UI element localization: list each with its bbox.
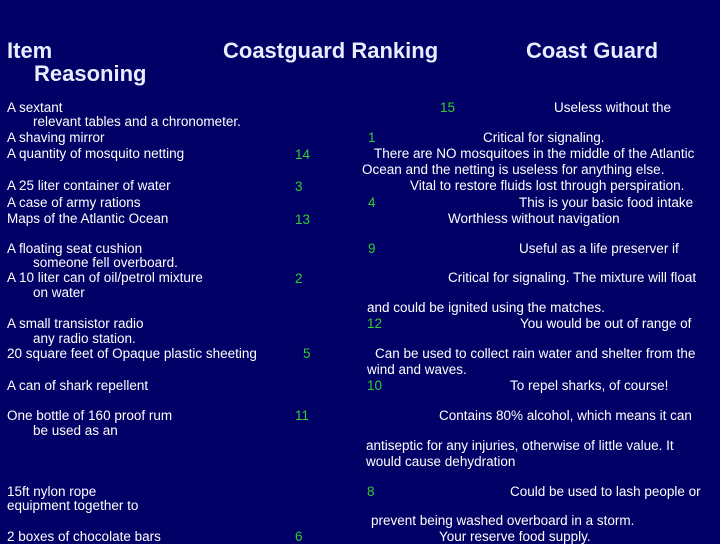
- reason-text: and could be ignited using the matches.: [367, 300, 605, 315]
- item-radio: A small transistor radio: [7, 316, 144, 331]
- rank-value: 11: [295, 408, 310, 423]
- reason-text: You would be out of range of: [520, 316, 692, 331]
- item-chocolate-bars: 2 boxes of chocolate bars: [7, 529, 161, 544]
- item-sextant: A sextant: [7, 100, 63, 115]
- reason-text: Useful as a life preserver if: [519, 241, 679, 256]
- item-text: relevant tables and a chronometer.: [33, 114, 241, 129]
- reason-text: Critical for signaling. The mixture will…: [448, 270, 697, 285]
- rank-value: 10: [367, 378, 383, 393]
- item-rum: One bottle of 160 proof rum: [7, 408, 173, 423]
- rank-value: 9: [368, 241, 376, 256]
- item-text: be used as an: [33, 423, 118, 438]
- rank-value: 12: [367, 316, 383, 331]
- rank-value: 2: [295, 271, 303, 286]
- item-oil-petrol: A 10 liter can of oil/petrol mixture: [7, 270, 203, 285]
- rank-value: 14: [295, 147, 311, 162]
- item-text: on water: [33, 285, 85, 300]
- header-item: Item: [7, 38, 53, 63]
- item-shaving-mirror: A shaving mirror: [7, 130, 105, 145]
- reason-text: There are NO mosquitoes in the middle of…: [374, 146, 695, 161]
- item-plastic-sheeting: 20 square feet of Opaque plastic sheetin…: [7, 346, 257, 361]
- rank-value: 4: [368, 195, 376, 210]
- rank-value: 13: [295, 212, 311, 227]
- header-reasoning: Reasoning: [34, 61, 147, 86]
- item-seat-cushion: A floating seat cushion: [7, 241, 143, 256]
- rank-value: 1: [368, 130, 376, 145]
- rank-value: 5: [303, 346, 311, 361]
- reason-text: Contains 80% alcohol, which means it can: [439, 408, 692, 423]
- reason-text: antiseptic for any injuries, otherwise o…: [366, 438, 674, 453]
- reason-text: Useless without the: [554, 100, 672, 115]
- reason-text: This is your basic food intake: [519, 195, 694, 210]
- item-text: equipment together to: [7, 498, 139, 513]
- item-water-container: A 25 liter container of water: [7, 178, 171, 193]
- reason-text: Vital to restore fluids lost through per…: [410, 178, 685, 193]
- reason-text: would cause dehydration: [366, 454, 516, 469]
- rank-value: 15: [440, 100, 456, 115]
- header-coastguard-ranking: Coastguard Ranking: [223, 38, 439, 63]
- header-coast-guard: Coast Guard: [526, 38, 659, 63]
- item-army-rations: A case of army rations: [7, 195, 141, 210]
- reason-text: To repel sharks, of course!: [510, 378, 669, 393]
- rank-value: 8: [367, 484, 375, 499]
- reason-text: Worthless without navigation: [448, 211, 620, 226]
- item-mosquito-netting: A quantity of mosquito netting: [7, 146, 185, 161]
- item-nylon-rope: 15ft nylon rope: [7, 484, 97, 499]
- reason-text: Can be used to collect rain water and sh…: [375, 346, 696, 361]
- reason-text: Ocean and the netting is useless for any…: [362, 162, 665, 177]
- reason-text: Your reserve food supply.: [439, 529, 591, 544]
- item-maps: Maps of the Atlantic Ocean: [7, 211, 169, 226]
- item-text: any radio station.: [33, 331, 136, 346]
- item-text: someone fell overboard.: [33, 255, 178, 270]
- reason-text: wind and waves.: [367, 362, 467, 377]
- rank-value: 3: [295, 179, 303, 194]
- item-shark-repellent: A can of shark repellent: [7, 378, 149, 393]
- reason-text: Could be used to lash people or: [510, 484, 701, 499]
- reason-text: Critical for signaling.: [483, 130, 605, 145]
- reason-text: prevent being washed overboard in a stor…: [371, 513, 635, 528]
- rank-value: 6: [295, 529, 303, 544]
